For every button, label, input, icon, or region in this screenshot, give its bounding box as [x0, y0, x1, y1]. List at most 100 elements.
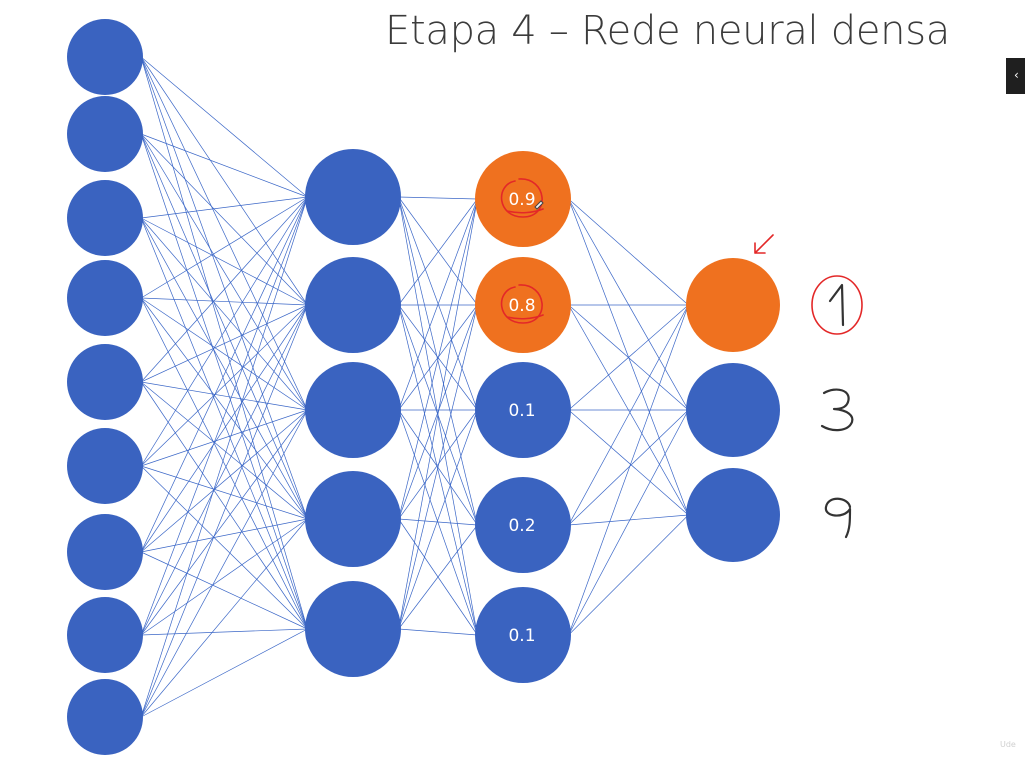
connection-l0-3-2	[140, 297, 308, 411]
hidden-layer-2-node-2	[475, 257, 571, 353]
watermark: Ude	[1000, 740, 1016, 749]
annotations	[500, 178, 863, 539]
connection-l0-0-4	[140, 56, 308, 630]
hidden-layer-1-node-1	[305, 149, 401, 245]
connection-l0-6-3	[141, 518, 308, 553]
hidden-layer-2-value-1: 0.9	[508, 190, 535, 210]
connection-l2-4-0	[568, 304, 689, 636]
connection-l0-1-1	[140, 133, 308, 306]
connection-l0-5-2	[140, 409, 308, 467]
connection-l0-7-0	[140, 196, 308, 636]
connection-l0-0-3	[140, 56, 308, 520]
connection-l1-0-0	[398, 196, 478, 200]
connection-l1-4-3	[398, 524, 478, 630]
hidden-layer-1-node-4	[305, 471, 401, 567]
connection-l2-0-2	[568, 198, 689, 516]
connection-l1-2-0	[398, 198, 478, 411]
connection-l0-1-2	[140, 133, 308, 411]
connection-l0-1-0	[140, 133, 308, 198]
hidden-layer-2-node-1	[475, 151, 571, 247]
connection-l0-5-1	[140, 304, 308, 467]
connection-l0-2-3	[140, 217, 308, 520]
connection-l0-4-2	[141, 381, 308, 411]
input-layer-node-8	[67, 597, 143, 673]
connection-l1-2-4	[398, 409, 478, 636]
input-layer-node-3	[67, 180, 143, 256]
connection-l2-3-0	[568, 304, 689, 526]
connection-l0-8-2	[140, 409, 308, 718]
input-layer-node-2	[67, 96, 143, 172]
input-layer-node-6	[67, 428, 143, 504]
connection-l0-7-4	[141, 628, 308, 636]
pen-cursor-icon	[534, 200, 544, 210]
hidden-layer-2-value-3: 0.1	[508, 401, 535, 421]
connection-l0-1-4	[140, 133, 308, 630]
connection-l2-3-2	[568, 514, 689, 526]
input-layer-node-4	[67, 260, 143, 336]
output-layer-node-2	[686, 363, 780, 457]
highlight-underline-2	[506, 314, 544, 320]
connection-l0-0-2	[140, 56, 308, 411]
highlight-circle-1	[500, 178, 543, 218]
connection-l0-8-3	[140, 518, 308, 718]
connection-l0-8-4	[140, 628, 308, 718]
hidden-layer-2-node-4	[475, 477, 571, 573]
handwritten-digit-1-icon	[828, 283, 845, 327]
hidden-layer-1-node-2	[305, 257, 401, 353]
connection-l0-7-3	[140, 518, 308, 636]
connection-l2-2-0	[568, 304, 689, 411]
connection-l0-3-0	[140, 196, 308, 299]
connection-l0-8-0	[140, 196, 308, 718]
connection-l0-2-0	[141, 196, 308, 219]
input-layer-node-1	[67, 19, 143, 95]
connections	[140, 56, 689, 718]
connection-l2-0-0	[568, 198, 689, 306]
connection-l2-4-2	[568, 514, 689, 636]
hidden-layer-2-value-5: 0.1	[508, 626, 535, 646]
hidden-layer-2-value-2: 0.8	[508, 296, 535, 316]
connection-l0-2-1	[140, 217, 308, 306]
slide-title: Etapa 4 – Rede neural densa	[385, 8, 950, 54]
connection-l0-3-4	[140, 297, 308, 630]
hidden-layer-1-node-3	[305, 362, 401, 458]
input-layer-node-5	[67, 344, 143, 420]
hidden-layer-2-value-4: 0.2	[508, 516, 535, 536]
connection-l0-3-3	[140, 297, 308, 520]
collapse-panel-button[interactable]: ‹	[1006, 58, 1025, 94]
highlight-circle-2	[500, 284, 543, 324]
connection-l1-4-4	[398, 628, 478, 636]
connection-l0-6-4	[140, 551, 308, 630]
connection-l1-3-1	[398, 304, 478, 520]
connection-l1-1-0	[398, 198, 478, 306]
connection-l0-4-4	[140, 381, 308, 630]
output-layer-node-3	[686, 468, 780, 562]
hidden-layer-1-node-5	[305, 581, 401, 677]
connection-l0-8-1	[140, 304, 308, 718]
connection-l0-3-1	[141, 297, 308, 306]
connection-l0-1-3	[140, 133, 308, 520]
connection-l1-3-2	[398, 409, 478, 520]
hidden-layer-2-node-3	[475, 362, 571, 458]
connection-l0-0-0	[140, 56, 308, 198]
connection-l0-5-4	[140, 465, 308, 630]
input-layer-node-9	[67, 679, 143, 755]
connection-l1-3-3	[398, 518, 478, 526]
connection-l2-3-1	[568, 409, 689, 526]
output-layer-node-1	[686, 258, 780, 352]
arrow-down-left-icon	[754, 234, 774, 254]
highlight-underline-1	[506, 208, 544, 214]
chevron-left-icon: ‹	[1014, 68, 1019, 82]
neurons: 0.9 0.8 0.1 0.2 0.1	[67, 19, 780, 755]
output-highlight-circle	[811, 275, 863, 335]
handwritten-digit-3-icon	[820, 388, 854, 432]
connection-l0-6-1	[140, 304, 308, 553]
connection-l0-0-1	[140, 56, 308, 306]
connection-l1-4-1	[398, 304, 478, 630]
connection-l0-4-0	[140, 196, 308, 383]
input-layer-node-7	[67, 514, 143, 590]
connection-l1-4-2	[398, 409, 478, 630]
connection-l1-0-1	[398, 196, 478, 306]
connection-l2-2-2	[568, 409, 689, 516]
hidden-layer-2-node-5	[475, 587, 571, 683]
